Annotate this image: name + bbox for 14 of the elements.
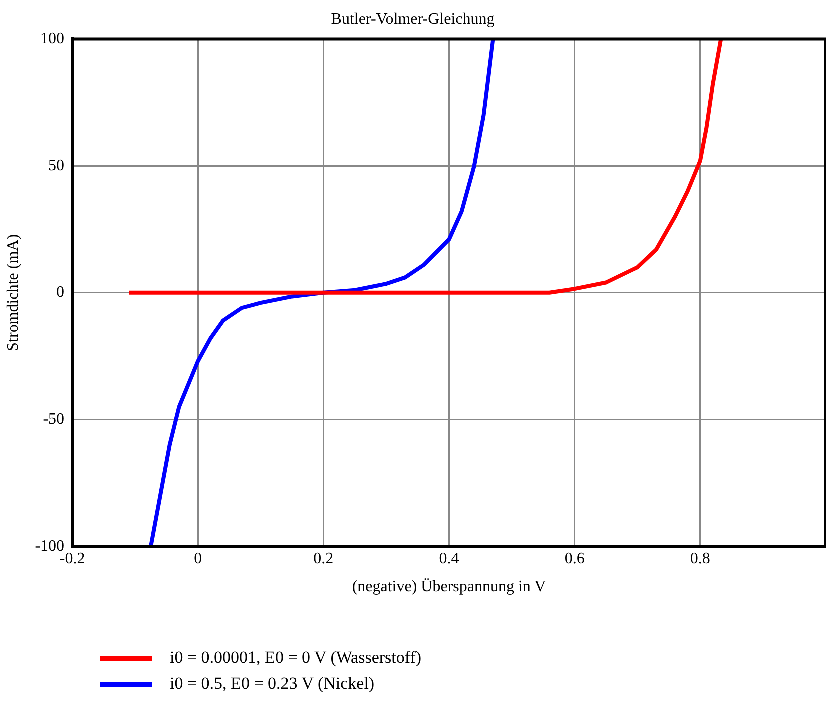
x-tick-label: 0.6 [564,550,585,568]
chart-title: Butler-Volmer-Gleichung [331,10,495,28]
legend-label: i0 = 0.5, E0 = 0.23 V (Nickel) [170,674,375,694]
x-tick-label: 0.2 [314,550,334,568]
legend-label: i0 = 0.00001, E0 = 0 V (Wasserstoff) [170,648,422,668]
y-axis-title: Stromdichte (mA) [4,234,22,352]
x-tick-label: 0.4 [439,550,460,568]
y-tick-label: 50 [48,157,65,174]
y-tick-label: 100 [40,30,65,48]
x-axis-title: (negative) Überspannung in V [352,578,547,596]
x-tick-label: 0.8 [690,550,710,568]
x-tick-label: 0 [194,550,202,568]
y-tick-label: -50 [43,410,65,428]
y-tick-label: 0 [56,284,65,302]
